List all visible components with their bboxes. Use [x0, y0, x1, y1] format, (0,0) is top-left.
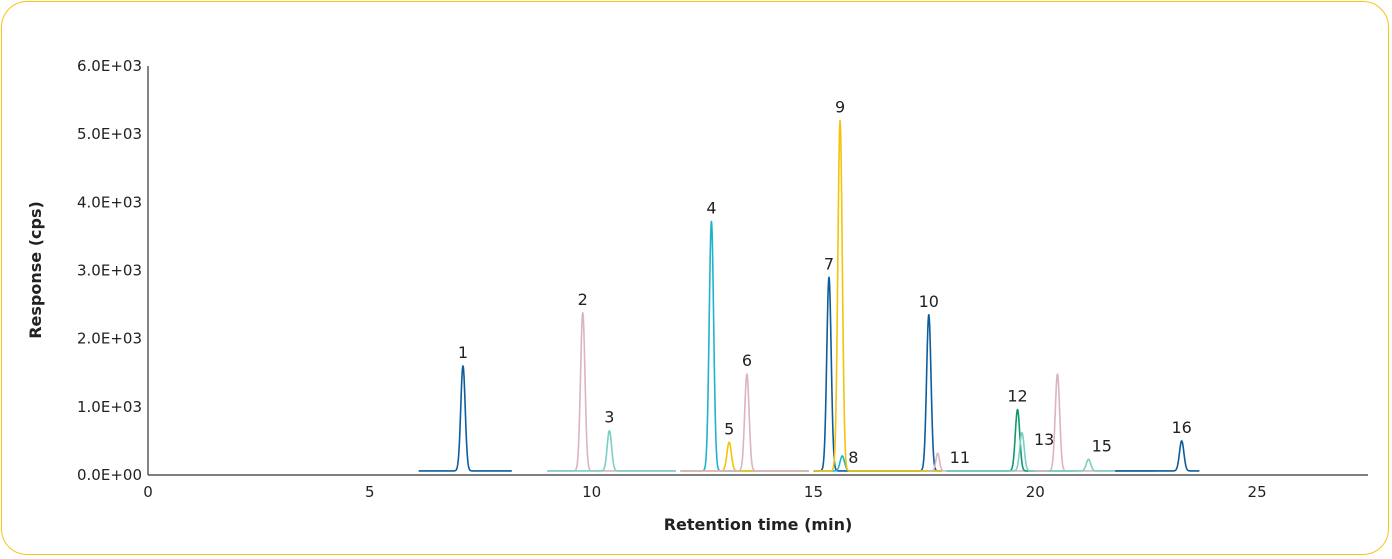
- x-tick-label: 20: [1026, 483, 1045, 501]
- x-tick-label: 15: [804, 483, 823, 501]
- x-tick-label: 0: [143, 483, 153, 501]
- y-tick-label: 3.0E+03: [77, 262, 142, 280]
- axes: [147, 66, 1368, 476]
- y-axis-title: Response (cps): [26, 201, 45, 339]
- peak-label: 6: [742, 351, 752, 370]
- y-tick-label: 2.0E+03: [77, 330, 142, 348]
- peak-label: 13: [1034, 430, 1054, 449]
- x-axis-title: Retention time (min): [664, 515, 853, 534]
- series-trace: [1034, 373, 1121, 472]
- peak-label: 9: [835, 98, 845, 117]
- peak-label: 2: [578, 290, 588, 309]
- peak-label: 11: [950, 448, 970, 467]
- peak-label: 10: [919, 292, 939, 311]
- peak-label: 1: [458, 343, 468, 362]
- peak-label: 16: [1171, 418, 1191, 437]
- series-trace: [418, 365, 513, 472]
- x-tick-label: 5: [365, 483, 375, 501]
- y-tick-labels: 0.0E+00 1.0E+03 2.0E+03 3.0E+03 4.0E+03 5.0E+…: [77, 57, 142, 484]
- x-tick-label: 25: [1248, 483, 1267, 501]
- series-trace: [679, 220, 810, 472]
- peak-label: 15: [1092, 436, 1112, 455]
- peak-label: 12: [1007, 387, 1027, 406]
- y-tick-label: 1.0E+03: [77, 398, 142, 416]
- series-trace: [679, 373, 810, 472]
- peak-label: 7: [824, 254, 834, 273]
- y-tick-label: 4.0E+03: [77, 193, 142, 211]
- series-traces: [418, 119, 1200, 472]
- y-tick-label: 5.0E+03: [77, 125, 142, 143]
- y-tick-label: 0.0E+00: [77, 466, 142, 484]
- series-trace: [1114, 440, 1200, 472]
- y-tick-label: 6.0E+03: [77, 57, 142, 75]
- peak-label: 4: [706, 198, 716, 217]
- x-tick-label: 10: [582, 483, 601, 501]
- series-trace: [812, 119, 943, 472]
- series-trace: [679, 441, 810, 472]
- peak-label: 8: [848, 448, 858, 467]
- peak-label: 3: [604, 408, 614, 427]
- series-trace: [546, 429, 677, 472]
- x-tick-labels: 0 5 10 15 20 25: [143, 483, 1266, 501]
- peak-label: 5: [724, 419, 734, 438]
